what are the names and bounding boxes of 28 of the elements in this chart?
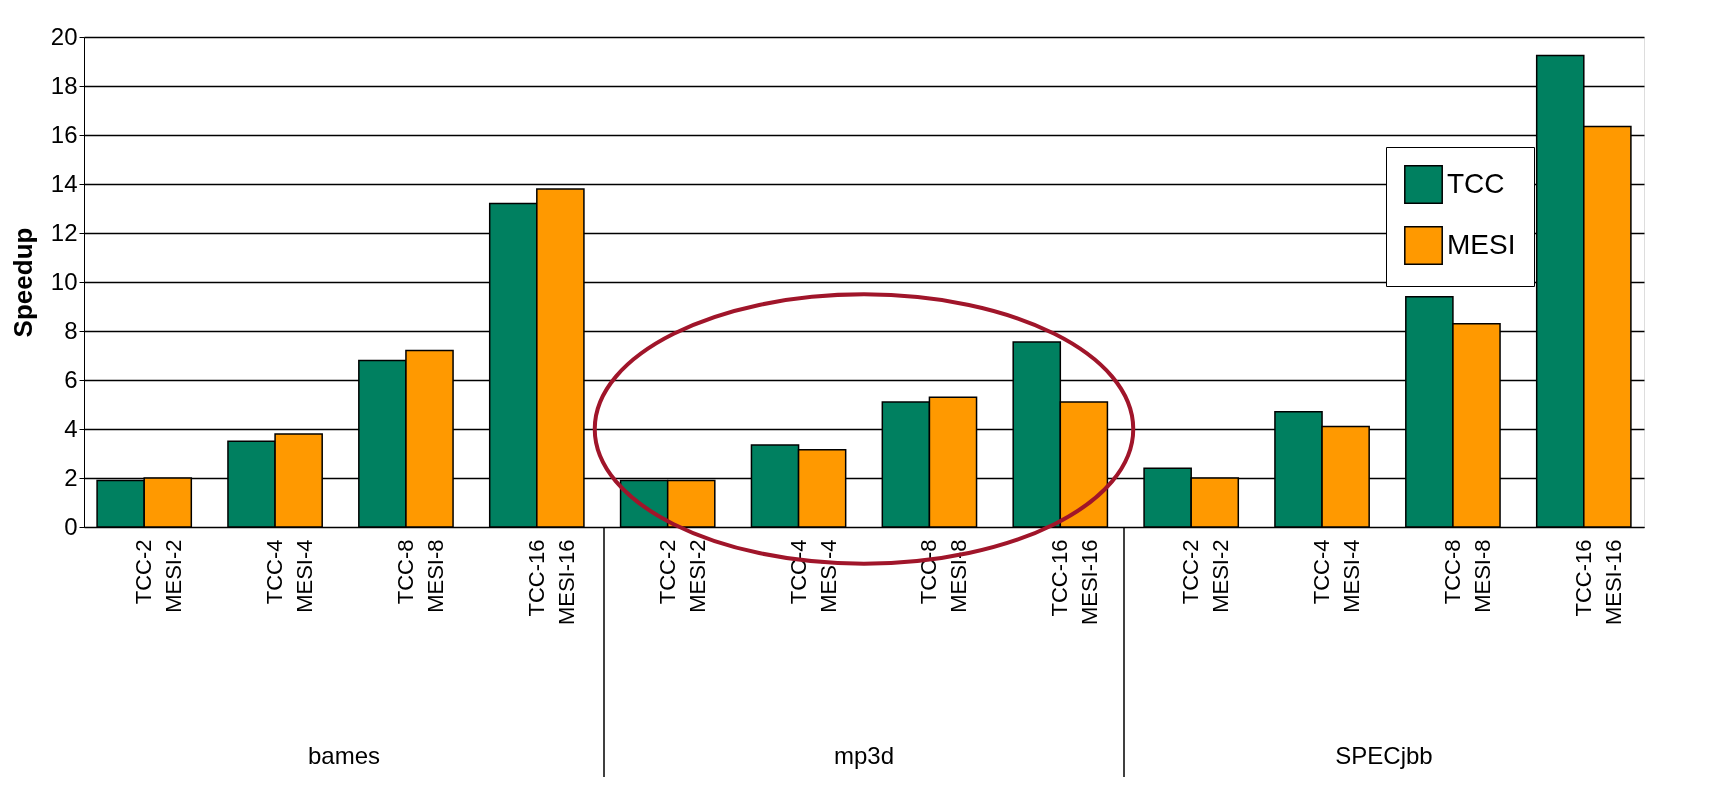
x-tick-label: TCC-8 MESI-8 — [916, 539, 972, 613]
x-tick-label: TCC-2 MESI-2 — [131, 539, 187, 613]
legend-label: TCC — [1447, 167, 1505, 199]
x-tick-label: TCC-4 MESI-4 — [1309, 539, 1365, 613]
x-tick-label: TCC-8 MESI-8 — [1439, 539, 1495, 613]
legend-label: MESI — [1447, 228, 1516, 260]
y-tick-label: 16 — [50, 120, 78, 148]
y-tick-label: 10 — [50, 267, 78, 295]
y-tick-label: 12 — [50, 218, 78, 246]
x-tick-label: TCC-16 MESI-16 — [1570, 539, 1626, 626]
x-tick-label: TCC-16 MESI-16 — [523, 539, 579, 626]
x-tick-label: TCC-2 MESI-2 — [654, 539, 710, 613]
y-axis-title: Speedup — [7, 227, 38, 338]
text: SPECjbb — [1335, 742, 1433, 769]
y-tick-label: 18 — [50, 71, 78, 99]
y-tick-label: 20 — [50, 22, 78, 50]
y-tick-label: 8 — [64, 316, 78, 344]
y-tick-label: 4 — [64, 414, 78, 442]
y-tick-label: 14 — [50, 169, 78, 197]
x-tick-label: TCC-16 MESI-16 — [1047, 539, 1103, 626]
x-tick-label: TCC-8 MESI-8 — [392, 539, 448, 613]
text: bames — [307, 742, 381, 769]
y-tick-label: 6 — [64, 365, 78, 393]
y-tick-label: 0 — [64, 512, 78, 540]
y-tick-label: 2 — [64, 463, 78, 491]
text: mp3d — [833, 742, 895, 769]
x-tick-label: TCC-2 MESI-2 — [1178, 539, 1234, 613]
x-tick-label: TCC-4 MESI-4 — [262, 539, 318, 613]
